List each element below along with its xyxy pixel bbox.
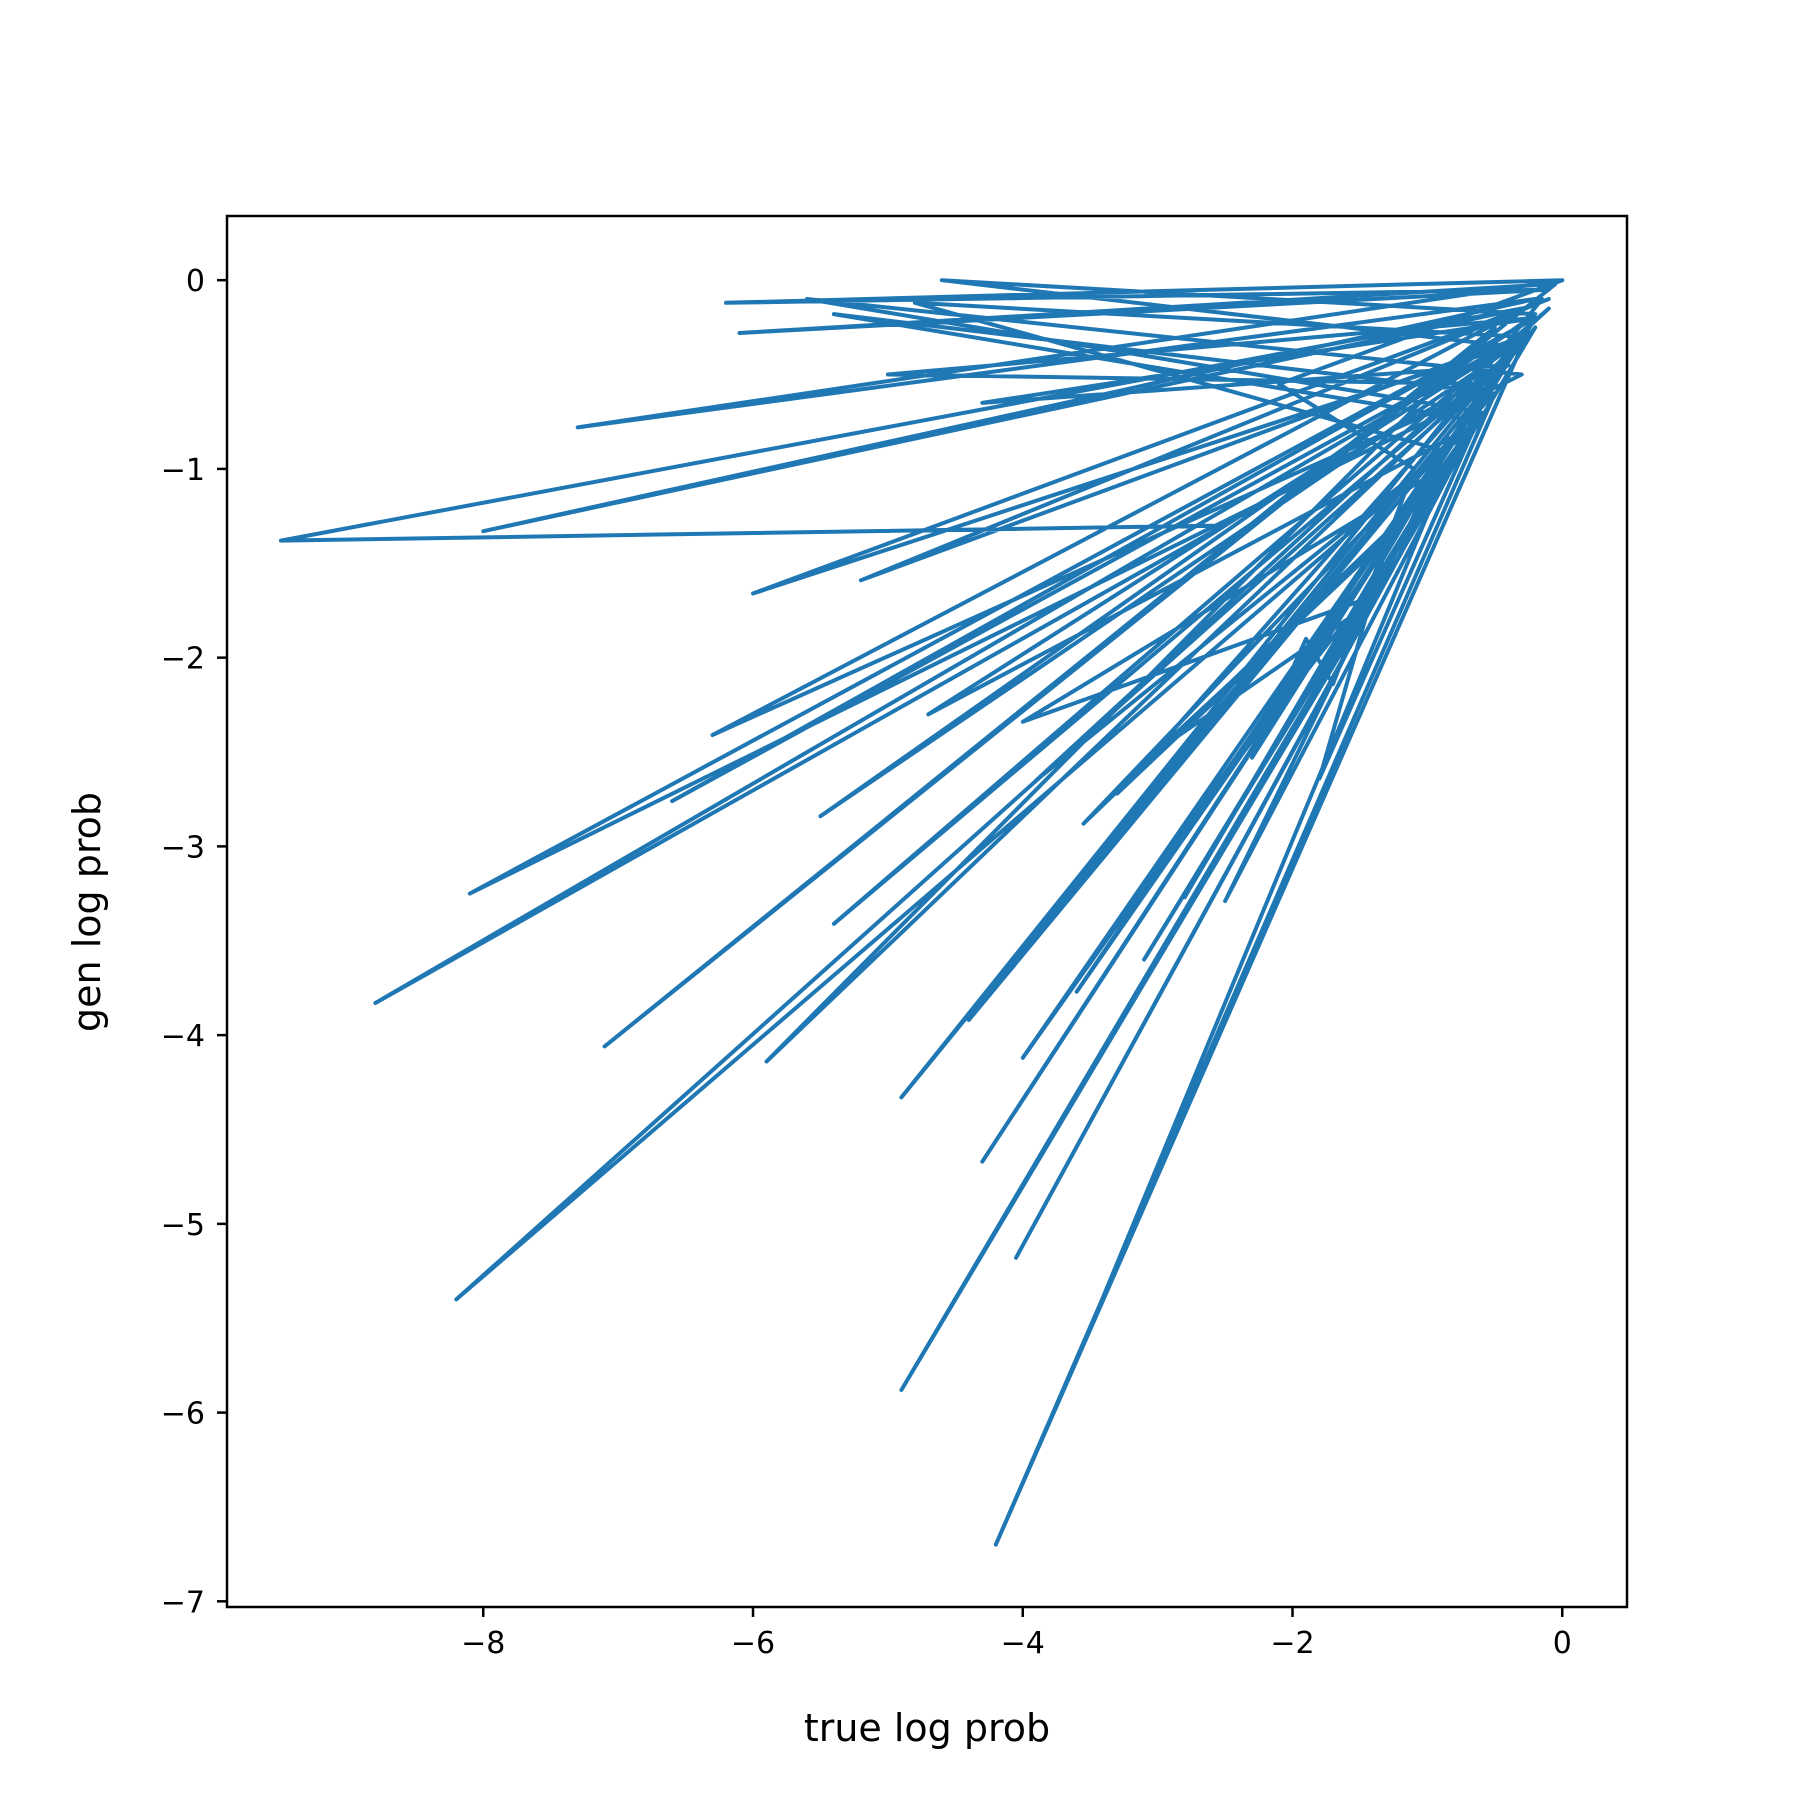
x-tick-label: −2 bbox=[1270, 1626, 1314, 1661]
y-axis-label: gen log prob bbox=[65, 792, 109, 1032]
x-tick-label: −6 bbox=[731, 1626, 775, 1661]
y-tick-label: −3 bbox=[161, 830, 205, 865]
x-tick-label: −4 bbox=[1001, 1626, 1045, 1661]
y-tick-label: −5 bbox=[161, 1208, 205, 1243]
y-tick-label: −2 bbox=[161, 642, 205, 677]
y-tick-label: −1 bbox=[161, 453, 205, 488]
series-layer bbox=[278, 278, 1565, 1547]
x-axis-label: true log prob bbox=[804, 1706, 1050, 1750]
y-axis: 0 −1 −2 −3 −4 −5 −6 −7 bbox=[161, 264, 227, 1620]
x-axis: −8 −6 −4 −2 0 bbox=[461, 1607, 1572, 1661]
x-tick-label: −8 bbox=[461, 1626, 505, 1661]
series-line-0 bbox=[278, 278, 1565, 1547]
y-tick-label: −4 bbox=[161, 1019, 205, 1054]
y-tick-label: −6 bbox=[161, 1397, 205, 1432]
x-tick-label: 0 bbox=[1553, 1626, 1572, 1661]
plot-area bbox=[225, 214, 1629, 1609]
plot-frame bbox=[225, 214, 1629, 1609]
y-tick-label: −7 bbox=[161, 1585, 205, 1620]
y-tick-label: 0 bbox=[186, 264, 205, 299]
